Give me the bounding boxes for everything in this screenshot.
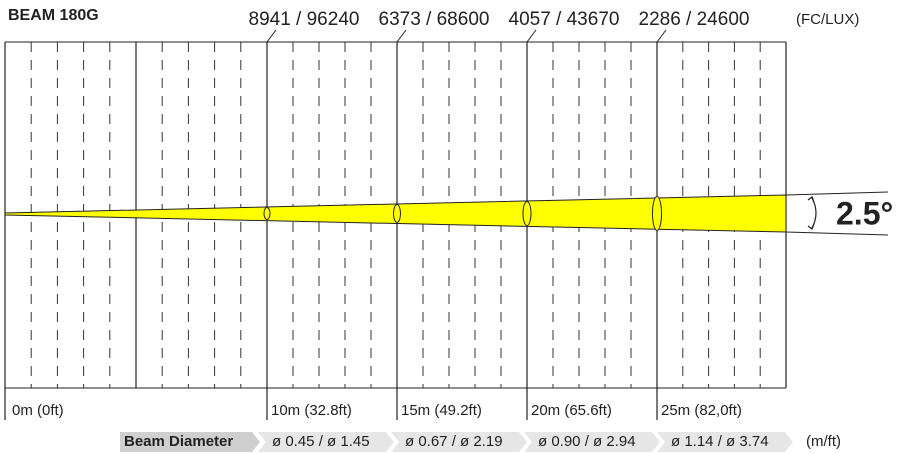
diameter-unit: (m/ft) [806,433,841,450]
title: BEAM 180G [8,7,99,24]
distance-label: 20m (65.6ft) [531,402,612,419]
leader-line [526,29,537,43]
illuminance-unit: (FC/LUX) [796,11,859,28]
angle-line [785,231,889,236]
beam-section [263,207,271,220]
distance-label: 15m (49.2ft) [401,402,482,419]
diameter-value: ø 0.67 / ø 2.19 [405,433,503,450]
angle-line [785,191,889,196]
diameter-bg [258,432,394,452]
beam-section [522,201,532,226]
beam-angle: 2.5° [836,195,893,231]
diameter-label-bg [120,432,260,452]
illuminance-label: 4057 / 43670 [509,9,620,30]
diameter-value: ø 0.45 / ø 1.45 [272,433,370,450]
beam-section [652,196,662,231]
distance-label: 10m (32.8ft) [271,402,352,419]
diameter-bg [391,432,527,452]
diameter-bg [657,432,793,452]
beam-section [393,204,401,223]
distance-label: 25m (82,0ft) [661,402,742,419]
leader-line [396,29,407,43]
diameter-label: Beam Diameter [124,433,233,450]
illuminance-label: 8941 / 96240 [249,9,360,30]
leader-line [656,29,667,43]
angle-arc [811,197,817,229]
illuminance-label: 2286 / 24600 [639,9,750,30]
diameter-value: ø 0.90 / ø 2.94 [538,433,636,450]
angle-arrow [807,196,815,230]
diameter-bg [524,432,660,452]
distance-label: 0m (0ft) [12,402,64,419]
leader-line [266,29,277,43]
diameter-value: ø 1.14 / ø 3.74 [671,433,769,450]
illuminance-label: 6373 / 68600 [379,9,490,30]
